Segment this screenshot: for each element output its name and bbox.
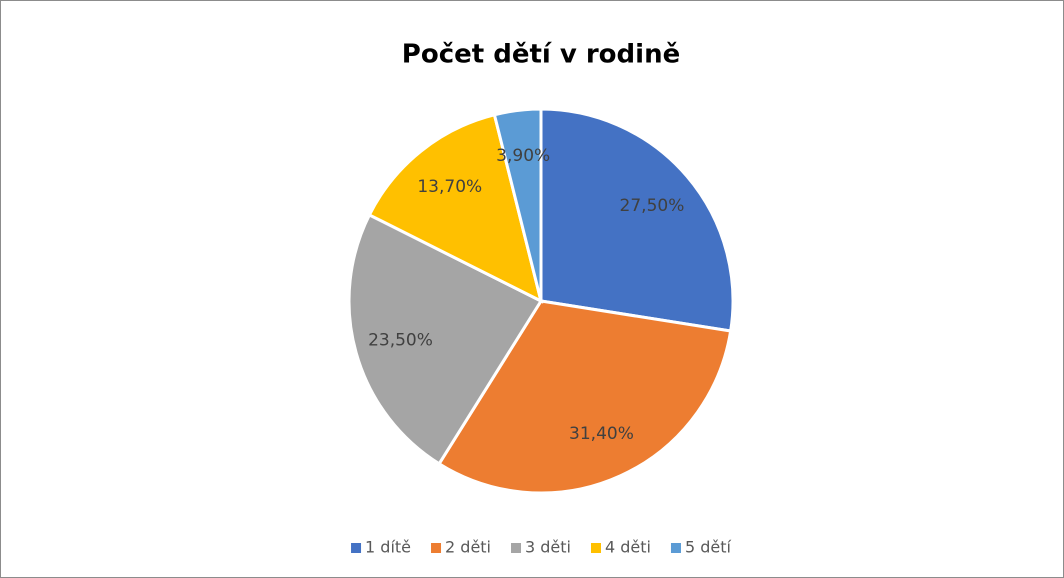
data-label: 23,50% — [368, 330, 433, 350]
legend-label: 4 děti — [605, 538, 651, 557]
chart-title: Počet dětí v rodině — [402, 40, 680, 70]
pie-slice — [367, 112, 544, 304]
data-label: 27,50% — [620, 196, 685, 216]
legend-label: 2 děti — [445, 538, 491, 557]
pie-slice — [492, 107, 543, 302]
legend-swatch — [431, 543, 442, 553]
pie-slice — [539, 107, 735, 333]
legend-label: 3 děti — [525, 538, 571, 557]
legend-label: 5 dětí — [685, 538, 732, 557]
data-label: 31,40% — [569, 424, 634, 444]
legend-label: 1 dítě — [365, 538, 411, 557]
data-label: 13,70% — [417, 177, 482, 197]
legend-swatch — [590, 543, 601, 553]
legend-swatch — [511, 543, 522, 553]
data-label: 3,90% — [496, 146, 550, 166]
legend-swatch — [670, 543, 681, 553]
legend-swatch — [351, 543, 362, 553]
